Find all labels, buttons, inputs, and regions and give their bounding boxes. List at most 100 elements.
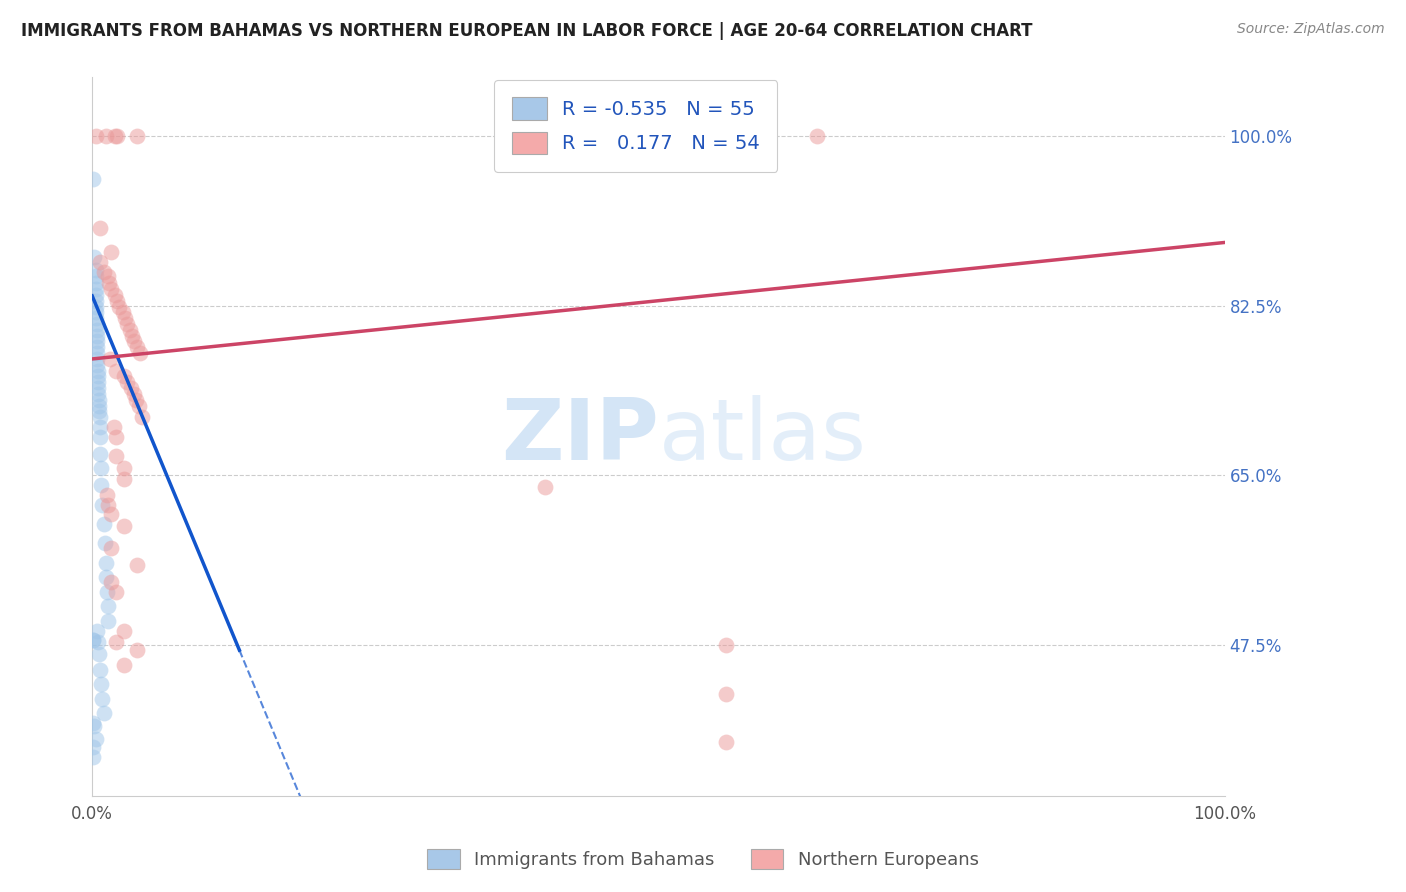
Point — [94, 128, 117, 143]
Point — [100, 282, 122, 296]
Point — [87, 381, 110, 395]
Point — [93, 706, 115, 721]
Text: atlas: atlas — [658, 395, 866, 478]
Point — [131, 410, 153, 425]
Point — [86, 340, 108, 354]
Point — [89, 663, 111, 677]
Point — [87, 369, 110, 384]
Point — [84, 282, 107, 296]
Point — [104, 635, 127, 649]
Point — [127, 643, 149, 657]
Point — [86, 328, 108, 343]
Point — [86, 358, 108, 372]
Point — [89, 255, 111, 269]
Point — [103, 420, 125, 434]
Point — [86, 346, 108, 360]
Point — [121, 328, 143, 343]
Point — [104, 429, 127, 443]
Point — [87, 399, 110, 413]
Point — [112, 460, 135, 475]
Point — [84, 262, 107, 277]
Point — [83, 250, 105, 264]
Point — [806, 128, 828, 143]
Point — [90, 677, 112, 691]
Point — [104, 288, 127, 302]
Point — [93, 516, 115, 531]
Point — [100, 541, 122, 556]
Point — [104, 128, 127, 143]
Point — [84, 305, 107, 319]
Point — [100, 245, 122, 260]
Point — [97, 269, 120, 284]
Point — [534, 480, 557, 494]
Point — [87, 635, 110, 649]
Point — [94, 556, 117, 570]
Point — [89, 420, 111, 434]
Point — [84, 732, 107, 747]
Point — [93, 536, 115, 550]
Point — [112, 369, 135, 384]
Point — [100, 508, 122, 522]
Point — [84, 288, 107, 302]
Point — [127, 340, 149, 354]
Point — [86, 317, 108, 331]
Point — [104, 449, 127, 463]
Point — [87, 387, 110, 401]
Point — [112, 657, 135, 672]
Point — [82, 750, 104, 764]
Legend: R = -0.535   N = 55, R =   0.177   N = 54: R = -0.535 N = 55, R = 0.177 N = 54 — [494, 80, 778, 171]
Point — [86, 334, 108, 349]
Point — [105, 293, 128, 308]
Point — [90, 460, 112, 475]
Point — [90, 478, 112, 492]
Point — [112, 472, 135, 486]
Point — [98, 351, 121, 366]
Point — [128, 346, 150, 360]
Point — [86, 351, 108, 366]
Point — [96, 585, 118, 599]
Point — [104, 363, 127, 377]
Point — [87, 363, 110, 377]
Point — [87, 376, 110, 390]
Point — [86, 624, 108, 638]
Point — [84, 293, 107, 308]
Point — [122, 387, 145, 401]
Text: IMMIGRANTS FROM BAHAMAS VS NORTHERN EUROPEAN IN LABOR FORCE | AGE 20-64 CORRELAT: IMMIGRANTS FROM BAHAMAS VS NORTHERN EURO… — [21, 22, 1032, 40]
Point — [84, 277, 107, 291]
Point — [716, 638, 738, 652]
Point — [84, 300, 107, 314]
Point — [128, 399, 150, 413]
Point — [104, 585, 127, 599]
Point — [91, 498, 114, 512]
Point — [97, 599, 120, 614]
Point — [108, 300, 131, 314]
Point — [89, 447, 111, 461]
Point — [117, 376, 139, 390]
Point — [97, 498, 120, 512]
Point — [87, 392, 110, 407]
Point — [112, 519, 135, 533]
Point — [120, 381, 142, 395]
Point — [82, 740, 104, 755]
Point — [118, 323, 141, 337]
Point — [84, 269, 107, 284]
Point — [125, 392, 148, 407]
Point — [89, 410, 111, 425]
Point — [82, 633, 104, 648]
Point — [82, 633, 104, 648]
Point — [122, 334, 145, 349]
Point — [86, 323, 108, 337]
Point — [716, 735, 738, 749]
Point — [89, 429, 111, 443]
Point — [100, 575, 122, 590]
Text: ZIP: ZIP — [501, 395, 658, 478]
Point — [87, 647, 110, 661]
Point — [84, 128, 107, 143]
Point — [93, 264, 115, 278]
Point — [89, 220, 111, 235]
Point — [83, 719, 105, 733]
Point — [96, 488, 118, 502]
Point — [127, 128, 149, 143]
Point — [114, 311, 136, 326]
Point — [105, 128, 128, 143]
